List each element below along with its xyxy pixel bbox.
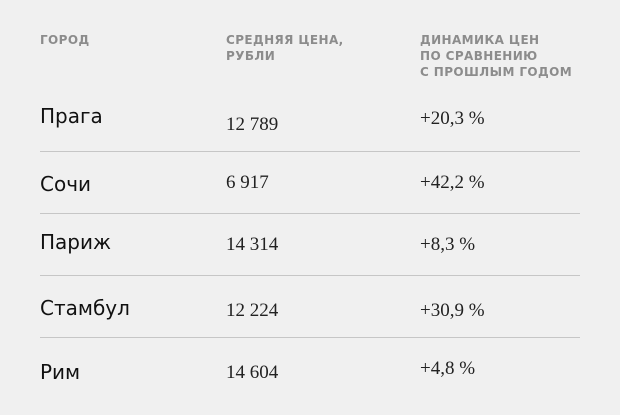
- city-cell: Рим: [40, 360, 81, 384]
- change-cell: +20,3 %: [420, 108, 485, 129]
- table-row: Стамбул 12 224 +30,9 %: [40, 276, 580, 338]
- column-header-price-dynamics: ДИНАМИКА ЦЕН ПО СРАВНЕНИЮ С ПРОШЛЫМ ГОДО…: [420, 33, 573, 79]
- table-row: Рим 14 604 +4,8 %: [40, 338, 580, 400]
- change-cell: +42,2 %: [420, 172, 485, 193]
- city-cell: Сочи: [40, 172, 92, 196]
- row-divider: [40, 151, 580, 152]
- change-cell: +8,3 %: [420, 234, 476, 255]
- column-header-city: ГОРОД: [40, 33, 90, 47]
- price-cell: 12 224: [226, 300, 279, 321]
- price-cell: 6 917: [226, 172, 269, 193]
- price-cell: 12 789: [226, 114, 279, 135]
- row-divider: [40, 213, 580, 214]
- price-cell: 14 314: [226, 234, 279, 255]
- change-cell: +30,9 %: [420, 300, 485, 321]
- table-row: Париж 14 314 +8,3 %: [40, 214, 580, 276]
- table-row: Прага 12 789 +20,3 %: [40, 90, 580, 152]
- row-divider: [40, 337, 580, 338]
- city-cell: Прага: [40, 104, 103, 128]
- price-cell: 14 604: [226, 362, 279, 383]
- row-divider: [40, 275, 580, 276]
- city-cell: Париж: [40, 230, 112, 254]
- table-row: Сочи 6 917 +42,2 %: [40, 152, 580, 214]
- column-header-average-price: СРЕДНЯЯ ЦЕНА, РУБЛИ: [226, 33, 344, 63]
- change-cell: +4,8 %: [420, 358, 476, 379]
- city-cell: Стамбул: [40, 296, 130, 320]
